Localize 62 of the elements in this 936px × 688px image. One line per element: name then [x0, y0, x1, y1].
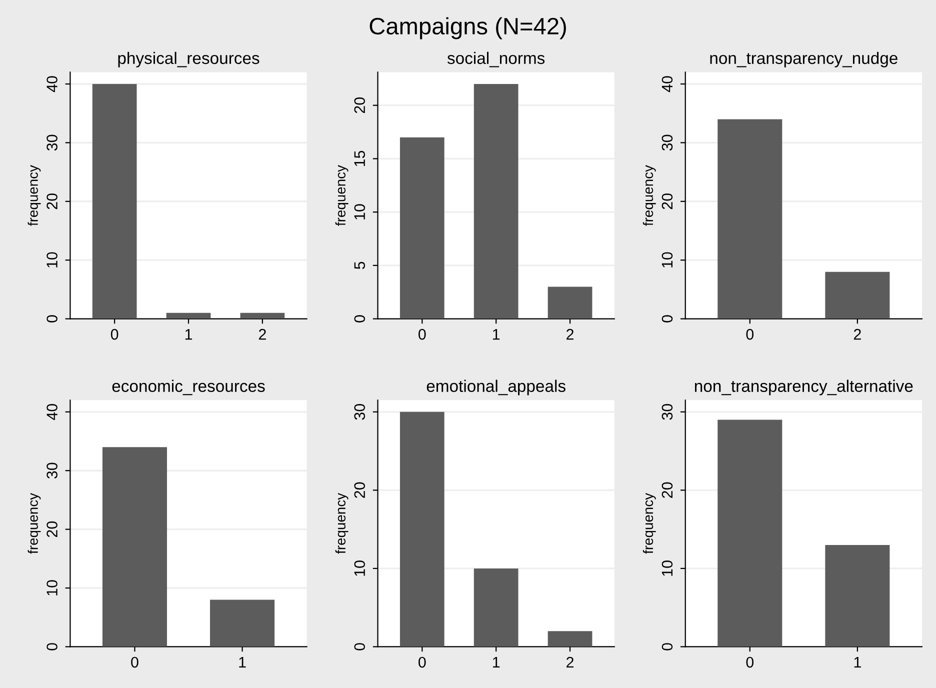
y-tick-label: 0 — [354, 643, 366, 650]
y-axis-title: frequency — [28, 492, 41, 554]
x-tick-label: 2 — [566, 328, 574, 340]
y-tick-label: 20 — [662, 193, 673, 210]
text: Campaigns (N=42) — [370, 17, 566, 40]
y-tick-label: 20 — [354, 97, 366, 114]
y-tick-label: 40 — [662, 76, 673, 92]
y-axis-title: frequency — [335, 492, 348, 554]
y-tick-label: 20 — [46, 521, 58, 538]
x-tick-label: 1 — [854, 657, 861, 668]
y-tick-label: 0 — [354, 315, 366, 322]
bar — [400, 412, 444, 647]
x-tick-label: 1 — [239, 657, 246, 668]
x-tick-label: 1 — [492, 657, 500, 668]
bar — [400, 137, 444, 319]
y-tick-label: 10 — [46, 580, 58, 596]
x-tick-label: 2 — [854, 328, 861, 340]
y-tick-label: 0 — [662, 643, 673, 650]
y-tick-label: 40 — [46, 76, 58, 92]
y-tick-label: 10 — [354, 560, 366, 576]
chart-title: social_norms — [447, 52, 545, 68]
y-tick-label: 30 — [46, 462, 58, 479]
y-tick-label: 0 — [46, 315, 58, 322]
x-tick-label: 1 — [492, 329, 500, 340]
y-tick-label: 10 — [46, 252, 58, 268]
bar — [474, 84, 518, 319]
bar — [474, 568, 518, 647]
x-tick-label: 0 — [418, 656, 426, 668]
y-tick-label: 10 — [662, 252, 673, 268]
y-axis-title: frequency — [642, 165, 656, 226]
chart-title: physical_resources — [118, 52, 260, 68]
bar — [548, 631, 592, 647]
y-tick-label: 0 — [46, 643, 58, 650]
y-tick-label: 30 — [46, 134, 58, 151]
chart-title: non_transparency_nudge — [710, 52, 898, 68]
x-tick-label: 0 — [746, 656, 754, 668]
x-tick-label: 0 — [418, 328, 426, 340]
y-tick-label: 20 — [354, 482, 366, 498]
chart-title: economic_resources — [112, 380, 265, 396]
y-tick-label: 10 — [662, 560, 673, 576]
y-tick-label: 20 — [662, 482, 673, 498]
chart-title: emotional_appeals — [426, 380, 566, 396]
y-tick-label: 20 — [46, 193, 58, 210]
y-tick-label: 10 — [354, 204, 366, 220]
y-axis-title: frequency — [335, 165, 348, 226]
x-tick-label: 0 — [131, 656, 138, 668]
y-tick-label: 30 — [662, 134, 673, 151]
bar — [548, 286, 592, 319]
x-tick-label: 2 — [258, 328, 266, 340]
y-axis-title: frequency — [642, 492, 656, 554]
y-tick-label: 30 — [354, 404, 366, 420]
x-tick-label: 2 — [566, 656, 574, 668]
x-tick-label: 0 — [110, 328, 118, 340]
chart-title: non_transparency_alternative — [694, 380, 913, 396]
y-tick-label: 40 — [46, 404, 58, 420]
y-tick-label: 15 — [354, 150, 366, 166]
y-tick-label: 5 — [354, 262, 366, 270]
x-tick-label: 0 — [746, 328, 754, 340]
x-tick-label: 1 — [185, 329, 192, 340]
y-tick-label: 30 — [662, 404, 673, 420]
y-tick-label: 0 — [662, 315, 673, 322]
y-axis-title: frequency — [28, 165, 41, 226]
